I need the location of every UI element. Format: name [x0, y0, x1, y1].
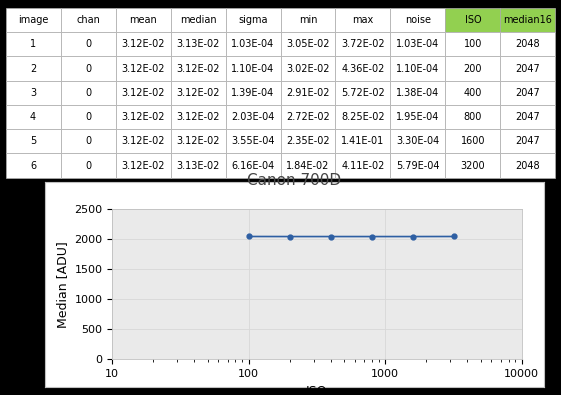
- Y-axis label: Median [ADU]: Median [ADU]: [56, 241, 69, 328]
- X-axis label: ISO: ISO: [306, 385, 328, 395]
- Text: Canon 700D: Canon 700D: [247, 173, 342, 188]
